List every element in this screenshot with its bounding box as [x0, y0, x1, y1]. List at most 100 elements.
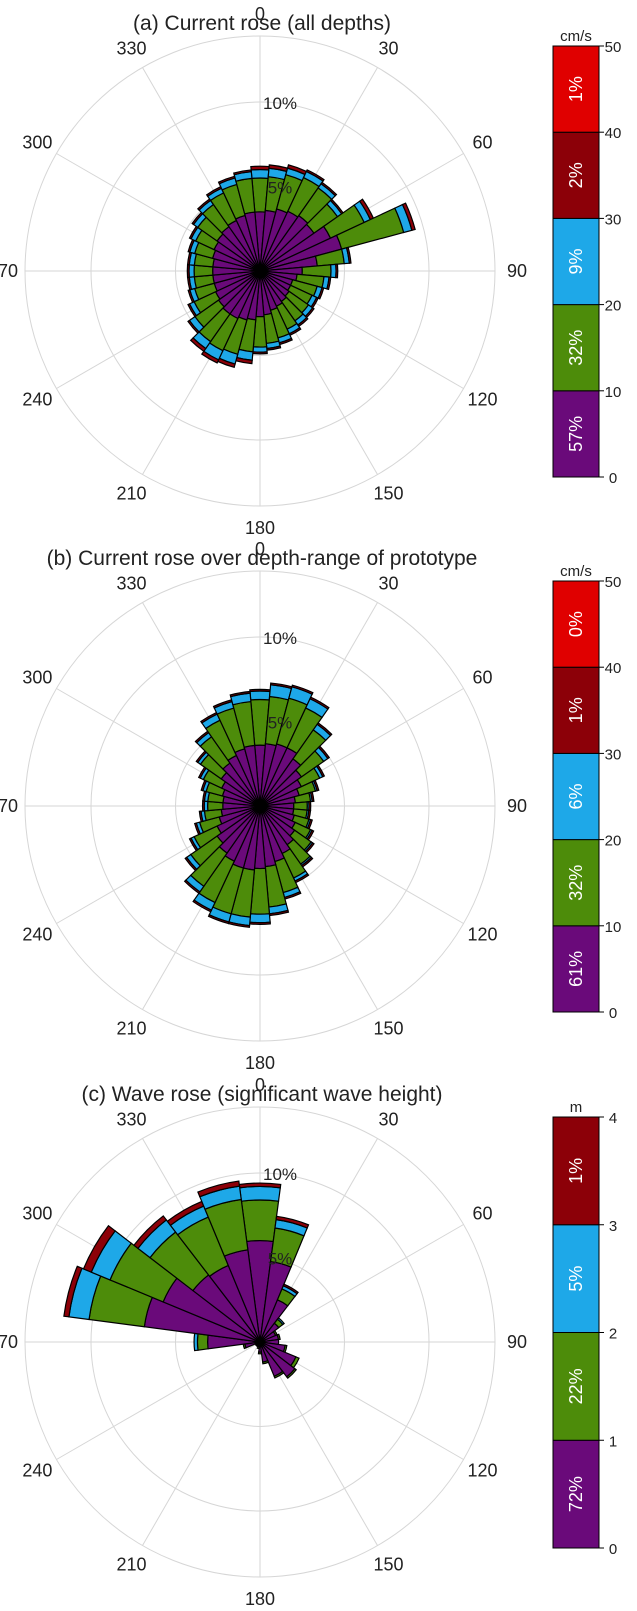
rose-bars — [183, 682, 333, 928]
angle-tick-label: 30 — [378, 573, 398, 593]
angle-tick-label: 180 — [245, 1053, 275, 1073]
angle-tick-label: 120 — [468, 1461, 498, 1481]
radial-tick-label: 5% — [268, 713, 293, 732]
angle-tick-label: 330 — [116, 38, 146, 58]
rose-bar-segment — [257, 1351, 263, 1355]
rose-bar-segment — [320, 181, 338, 197]
rose-bar-segment — [317, 745, 331, 760]
chart-title: (c) Wave rose (significant wave height) — [81, 1083, 442, 1106]
colorbar-segment — [552, 580, 600, 668]
rose-bar-segment — [188, 264, 195, 278]
rose-bar-segment — [249, 688, 271, 693]
angle-tick-label: 0 — [255, 539, 265, 559]
angle-tick-label: 180 — [245, 518, 275, 538]
angle-tick-label: 90 — [507, 1332, 527, 1352]
colorbar-percentage: 9% — [566, 248, 586, 274]
panel-b-current-rose-prototype: (b) Current rose over depth-range of pro… — [0, 539, 621, 1073]
angle-tick-label: 330 — [116, 573, 146, 593]
rose-bar-segment — [249, 690, 271, 701]
angle-tick-label: 240 — [22, 925, 52, 945]
colorbar-segment — [552, 1332, 600, 1441]
colorbar-percentage: 32% — [566, 865, 586, 901]
radial-tick-label: 10% — [263, 1165, 297, 1184]
colorbar-percentage: 22% — [566, 1368, 586, 1404]
rose-bar-segment — [285, 1367, 298, 1380]
rose-bar-segment — [186, 264, 190, 278]
colorbar-unit: cm/s — [560, 28, 592, 45]
colorbar-tick-label: 20 — [605, 833, 622, 850]
colorbar-tick-label: 2 — [609, 1326, 617, 1343]
rose-bar-segment — [335, 263, 339, 279]
angle-tick-label: 300 — [22, 668, 52, 688]
rose-bar-segment — [133, 1215, 168, 1250]
angle-tick-label: 300 — [22, 1204, 52, 1224]
rose-bar-segment — [315, 764, 326, 778]
rose-bar-segment — [193, 822, 202, 836]
angle-tick-label: 210 — [116, 484, 146, 504]
colorbar-segment — [552, 839, 600, 927]
angle-tick-label: 270 — [0, 1332, 18, 1352]
angle-tick-label: 270 — [0, 796, 18, 816]
angle-tick-label: 120 — [468, 925, 498, 945]
colorbar-segment — [552, 131, 600, 219]
colorbar-segment — [552, 925, 600, 1013]
rose-bar-segment — [249, 913, 271, 924]
rose-bar-segment — [252, 346, 268, 353]
colorbar-tick-label: 20 — [605, 298, 622, 315]
rose-bar-segment — [273, 1370, 285, 1379]
angle-tick-label: 300 — [22, 133, 52, 153]
colorbar: 61% 32% 6% 1% 0% 0 10 20 30 40 50 cm/s — [552, 563, 622, 1022]
rose-bar-segment — [312, 779, 320, 792]
angle-tick-label: 60 — [473, 133, 493, 153]
rose-bar-segment — [201, 800, 206, 812]
rose-bar-segment — [308, 800, 312, 812]
angle-tick-label: 90 — [507, 261, 527, 281]
colorbar-percentage: 1% — [566, 697, 586, 723]
grid-spoke — [142, 1341, 261, 1546]
rose-bar-segment — [198, 810, 204, 823]
angle-tick-label: 240 — [22, 390, 52, 410]
angle-tick-label: 270 — [0, 261, 18, 281]
panel-c-wave-rose: (c) Wave rose (significant wave height) … — [0, 1075, 617, 1609]
colorbar-tick-label: 40 — [605, 125, 622, 142]
angle-tick-label: 210 — [116, 1019, 146, 1039]
angle-tick-label: 240 — [22, 1461, 52, 1481]
grid-spoke — [56, 1341, 261, 1460]
rose-bars — [63, 1180, 310, 1380]
rose-bar-segment — [291, 684, 314, 695]
colorbar-tick-label: 40 — [605, 660, 622, 677]
colorbar-tick-label: 4 — [609, 1110, 617, 1127]
colorbar: 57% 32% 9% 2% 1% 0 10 20 30 40 50 cm/s — [552, 28, 622, 487]
rose-bar-segment — [282, 1283, 299, 1295]
rose-bar-segment — [249, 921, 271, 925]
chart-title: (a) Current rose (all depths) — [133, 12, 391, 35]
colorbar-tick-label: 0 — [609, 470, 617, 487]
rose-bar-segment — [200, 350, 220, 364]
colorbar-percentage: 32% — [566, 330, 586, 366]
colorbar-segment — [552, 666, 600, 754]
colorbar-segment — [552, 304, 600, 392]
rose-bars — [186, 164, 416, 369]
colorbar-tick-label: 1 — [609, 1433, 617, 1450]
colorbar-segment — [552, 1116, 600, 1226]
angle-tick-label: 90 — [507, 796, 527, 816]
chart-title: (b) Current rose over depth-range of pro… — [47, 547, 478, 570]
rose-bar-segment — [229, 690, 251, 698]
rose-bar-segment — [238, 1182, 282, 1189]
angle-tick-label: 210 — [116, 1555, 146, 1575]
angle-tick-label: 30 — [378, 38, 398, 58]
colorbar-tick-label: 50 — [605, 39, 622, 56]
angle-tick-label: 60 — [473, 668, 493, 688]
rose-bar-segment — [183, 879, 201, 895]
rose-bar-segment — [63, 1265, 83, 1318]
rose-bar-segment — [401, 202, 416, 232]
radial-tick-label: 10% — [263, 94, 297, 113]
rose-bar-segment — [316, 722, 333, 737]
colorbar-percentage: 1% — [566, 1158, 586, 1184]
colorbar-percentage: 57% — [566, 416, 586, 452]
radial-tick-label: 5% — [268, 178, 293, 197]
rose-bar-segment — [309, 696, 330, 710]
angle-tick-label: 0 — [255, 1075, 265, 1095]
colorbar-tick-label: 50 — [605, 574, 622, 591]
colorbar-tick-label: 3 — [609, 1218, 617, 1235]
